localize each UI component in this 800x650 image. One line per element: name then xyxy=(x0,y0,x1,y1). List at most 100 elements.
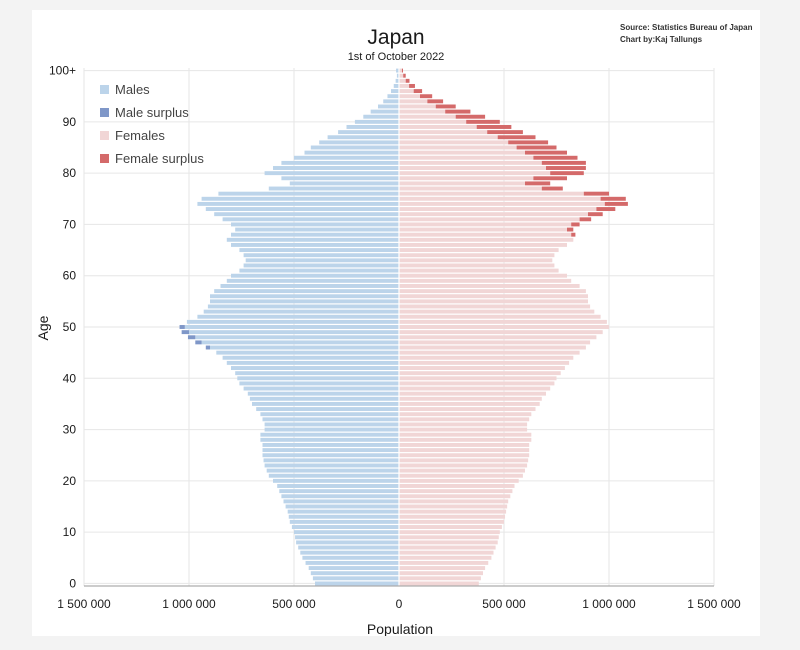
bar-males-age-81 xyxy=(273,166,399,170)
bar-males-age-32 xyxy=(262,417,399,422)
bar-males-age-99 xyxy=(396,73,399,78)
bar-females-age-79 xyxy=(399,176,534,181)
bar-females-age-32 xyxy=(399,417,530,422)
bar-males-age-91 xyxy=(363,114,399,119)
source-line: Source: Statistics Bureau of Japan xyxy=(620,23,753,32)
bar-female-surplus-age-88 xyxy=(487,130,523,135)
bar-males-age-9 xyxy=(295,535,399,540)
bar-female-surplus-age-94 xyxy=(427,99,444,104)
bar-males-age-34 xyxy=(256,407,399,412)
bar-males-age-52 xyxy=(197,314,399,319)
bar-female-surplus-age-90 xyxy=(466,119,500,124)
bar-females-age-100 xyxy=(399,68,402,73)
bar-females-age-51 xyxy=(399,319,607,324)
bar-males-age-37 xyxy=(247,391,399,396)
bar-females-age-38 xyxy=(399,386,551,391)
bar-males-age-43 xyxy=(226,360,399,365)
bar-female-surplus-age-91 xyxy=(455,114,486,119)
legend-label-3: Female surplus xyxy=(115,151,204,166)
bar-females-age-6 xyxy=(399,550,494,555)
bar-females-age-94 xyxy=(399,99,428,104)
bar-male-surplus-age-46 xyxy=(205,345,210,350)
bar-females-age-45 xyxy=(399,350,580,355)
bar-males-age-13 xyxy=(288,514,399,519)
y-tick-label-7: 70 xyxy=(63,217,77,231)
bar-females-age-50 xyxy=(399,325,609,329)
bar-females-age-86 xyxy=(399,140,509,145)
bar-males-age-39 xyxy=(239,381,399,386)
bar-females-age-41 xyxy=(399,371,561,376)
bar-females-age-56 xyxy=(399,294,588,299)
bar-males-age-63 xyxy=(245,258,399,263)
bar-males-age-1 xyxy=(312,576,399,581)
bar-males-age-98 xyxy=(395,78,399,83)
x-tick-label-6: 1 500 000 xyxy=(687,597,741,611)
bar-females-age-91 xyxy=(399,114,456,119)
legend-label-2: Females xyxy=(115,128,165,143)
bar-males-age-75 xyxy=(201,196,399,201)
bar-males-age-66 xyxy=(231,242,399,247)
bar-females-age-54 xyxy=(399,304,591,309)
bar-female-surplus-age-75 xyxy=(600,196,626,201)
bar-females-age-36 xyxy=(399,396,542,401)
bar-males-age-77 xyxy=(268,186,399,191)
bar-female-surplus-age-74 xyxy=(604,201,628,206)
bar-females-age-60 xyxy=(399,273,567,278)
bar-males-age-93 xyxy=(378,104,399,109)
bar-females-age-99 xyxy=(399,73,404,78)
bar-female-surplus-age-69 xyxy=(567,227,574,232)
bar-males-age-62 xyxy=(243,263,399,268)
bar-males-age-26 xyxy=(262,448,399,453)
bar-female-surplus-age-89 xyxy=(476,125,512,129)
bar-females-age-33 xyxy=(399,412,532,417)
bar-females-age-72 xyxy=(399,212,588,217)
bar-females-age-30 xyxy=(399,427,528,432)
bar-males-age-28 xyxy=(260,437,399,442)
bar-females-age-96 xyxy=(399,89,414,94)
bar-females-age-73 xyxy=(399,207,597,212)
legend-swatch-2 xyxy=(100,131,109,140)
bar-males-age-50 xyxy=(184,325,399,329)
legend-label-0: Males xyxy=(115,82,150,97)
bar-males-age-82 xyxy=(281,160,399,165)
bar-females-age-84 xyxy=(399,150,525,155)
bar-males-age-48 xyxy=(195,335,399,340)
bar-males-age-96 xyxy=(391,89,399,94)
y-tick-label-10: 100+ xyxy=(49,64,76,78)
bar-females-age-49 xyxy=(399,330,603,335)
bar-females-age-57 xyxy=(399,289,586,294)
bar-males-age-95 xyxy=(387,94,399,99)
bar-females-age-25 xyxy=(399,453,530,458)
bar-males-age-47 xyxy=(201,340,399,345)
bar-males-age-30 xyxy=(264,427,399,432)
bar-female-surplus-age-71 xyxy=(579,217,592,222)
bar-females-age-13 xyxy=(399,514,506,519)
bar-males-age-94 xyxy=(383,99,399,104)
legend: Males Male surplus Females Female surplus xyxy=(100,82,204,166)
bar-males-age-97 xyxy=(393,83,399,88)
bar-males-age-92 xyxy=(370,109,399,114)
bar-females-age-47 xyxy=(399,340,591,345)
bar-females-age-27 xyxy=(399,442,530,447)
bar-females-age-1 xyxy=(399,576,481,581)
bar-males-age-46 xyxy=(210,345,399,350)
bar-females-age-64 xyxy=(399,253,555,258)
bar-female-surplus-age-95 xyxy=(420,94,433,99)
bar-males-age-7 xyxy=(298,545,399,550)
bar-females-age-95 xyxy=(399,94,420,99)
bar-females-age-2 xyxy=(399,571,483,576)
bar-female-surplus-age-72 xyxy=(588,212,603,217)
bar-females-age-85 xyxy=(399,145,517,150)
x-axis-label: Population xyxy=(367,621,433,636)
bar-females-age-9 xyxy=(399,535,499,540)
bar-males-age-57 xyxy=(214,289,399,294)
bar-female-surplus-age-70 xyxy=(571,222,580,227)
bar-female-surplus-age-84 xyxy=(525,150,567,155)
bar-males-age-49 xyxy=(189,330,399,335)
bar-males-age-100 xyxy=(396,68,399,73)
bar-males-age-55 xyxy=(210,299,399,304)
bar-males-age-70 xyxy=(231,222,399,227)
bar-females-age-90 xyxy=(399,119,467,124)
bar-female-surplus-age-76 xyxy=(583,191,609,196)
chart-title: Japan xyxy=(367,26,424,49)
